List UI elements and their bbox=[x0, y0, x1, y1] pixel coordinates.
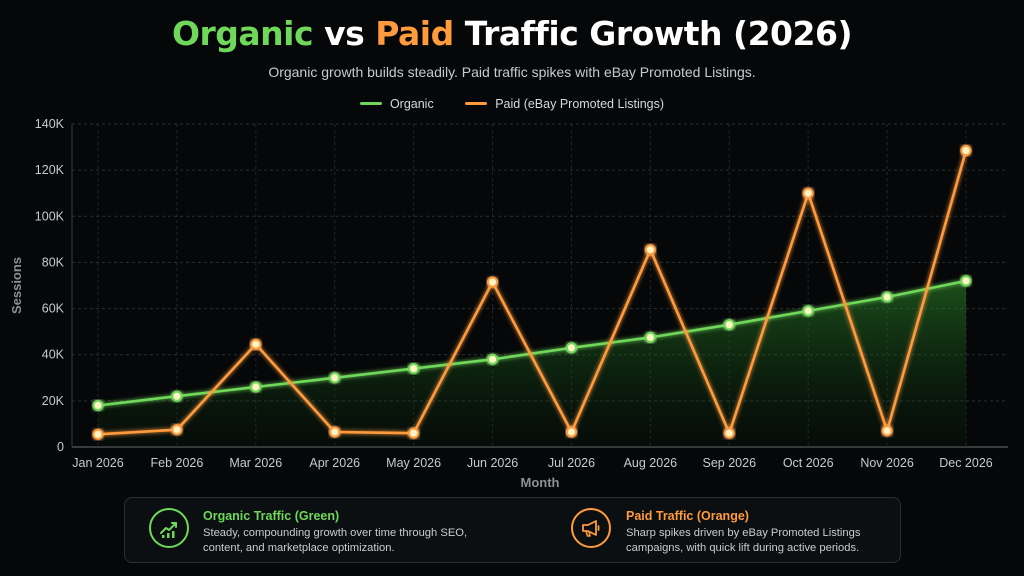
data-point-paid bbox=[408, 427, 420, 439]
annotation-panel: Organic Traffic (Green) Steady, compound… bbox=[124, 497, 901, 563]
y-tick-label: 60K bbox=[42, 302, 65, 316]
annotation-paid-text: Sharp spikes driven by eBay Promoted Lis… bbox=[626, 527, 861, 554]
line-layer bbox=[96, 149, 968, 436]
y-tick-label: 100K bbox=[35, 209, 65, 223]
x-tick-label: Jan 2026 bbox=[72, 456, 123, 470]
data-point-organic bbox=[486, 353, 499, 365]
annotation-organic-title: Organic Traffic (Green) bbox=[203, 509, 340, 523]
data-point-organic bbox=[92, 399, 104, 412]
chart-legend: Organic Paid (eBay Promoted Listings) bbox=[0, 94, 1024, 111]
x-tick-label: May 2026 bbox=[386, 456, 441, 470]
data-point-paid bbox=[802, 187, 814, 199]
data-point-organic bbox=[250, 381, 262, 393]
data-point-organic bbox=[644, 331, 656, 344]
title-paid-word: Paid bbox=[375, 14, 454, 53]
data-point-paid bbox=[723, 427, 735, 439]
data-point-organic bbox=[171, 390, 183, 402]
y-tick-label: 140K bbox=[35, 117, 65, 131]
data-point-paid bbox=[92, 428, 104, 440]
x-tick-label: Jun 2026 bbox=[467, 456, 518, 470]
y-tick-label: 40K bbox=[42, 348, 65, 362]
y-tick-label: 0 bbox=[57, 440, 64, 454]
annotation-organic-text: Steady, compounding growth over time thr… bbox=[203, 527, 468, 554]
title-rest: Traffic Growth (2026) bbox=[464, 14, 853, 53]
data-point-organic bbox=[802, 305, 814, 317]
x-tick-label: Dec 2026 bbox=[939, 456, 993, 470]
data-point-organic bbox=[408, 362, 420, 375]
annotation-paid-title: Paid Traffic (Orange) bbox=[626, 509, 749, 523]
point-layer bbox=[92, 144, 972, 440]
data-point-paid bbox=[644, 244, 656, 256]
data-point-paid bbox=[881, 425, 893, 437]
x-axis-title: Month bbox=[521, 475, 560, 490]
data-point-paid bbox=[171, 424, 183, 436]
legend-label-paid: Paid (eBay Promoted Listings) bbox=[495, 96, 665, 111]
data-point-paid bbox=[329, 426, 341, 438]
legend-item-organic: Organic bbox=[359, 96, 434, 111]
title-vs-word: vs bbox=[324, 14, 365, 53]
chart-title: Organic vs Paid Traffic Growth (2026) bbox=[0, 14, 1024, 53]
label-layer: 0 20K 40K 60K 80K 100K 120K 140K Jan 2026 Feb 202… bbox=[9, 117, 993, 490]
x-tick-label: Jul 2026 bbox=[548, 456, 595, 470]
x-tick-label: Sep 2026 bbox=[703, 456, 757, 470]
x-tick-label: Nov 2026 bbox=[860, 456, 914, 470]
data-point-organic bbox=[329, 372, 341, 384]
y-tick-label: 80K bbox=[42, 255, 65, 269]
x-tick-label: Oct 2026 bbox=[783, 456, 834, 470]
growth-chart-icon bbox=[149, 508, 189, 548]
legend-label-organic: Organic bbox=[389, 96, 434, 111]
x-tick-label: Feb 2026 bbox=[150, 456, 203, 470]
x-tick-label: Mar 2026 bbox=[229, 456, 282, 470]
y-axis-title: Sessions bbox=[9, 257, 24, 314]
data-point-organic bbox=[881, 291, 893, 303]
legend-swatch-organic bbox=[359, 102, 382, 105]
data-point-organic bbox=[723, 319, 735, 331]
data-point-paid bbox=[960, 144, 972, 157]
annotation-paid: Paid Traffic (Orange) Sharp spikes drive… bbox=[569, 498, 899, 562]
x-tick-label: Apr 2026 bbox=[309, 456, 360, 470]
series-line-paid bbox=[96, 149, 968, 436]
data-point-organic bbox=[565, 342, 578, 354]
data-point-paid bbox=[565, 426, 578, 438]
legend-item-paid: Paid (eBay Promoted Listings) bbox=[465, 97, 664, 111]
megaphone-icon bbox=[571, 508, 611, 548]
x-tick-label: Aug 2026 bbox=[624, 456, 678, 470]
legend-swatch-paid bbox=[465, 102, 488, 105]
chart-subtitle: Organic growth builds steadily. Paid tra… bbox=[268, 64, 756, 80]
y-tick-label: 20K bbox=[42, 394, 65, 408]
annotation-organic: Organic Traffic (Green) Steady, compound… bbox=[125, 498, 515, 562]
series-line-organic bbox=[96, 279, 968, 407]
data-point-paid bbox=[486, 276, 499, 288]
title-organic-word: Organic bbox=[171, 14, 314, 53]
data-point-organic bbox=[960, 275, 972, 287]
y-tick-label: 120K bbox=[35, 163, 65, 177]
data-point-paid bbox=[250, 338, 262, 350]
